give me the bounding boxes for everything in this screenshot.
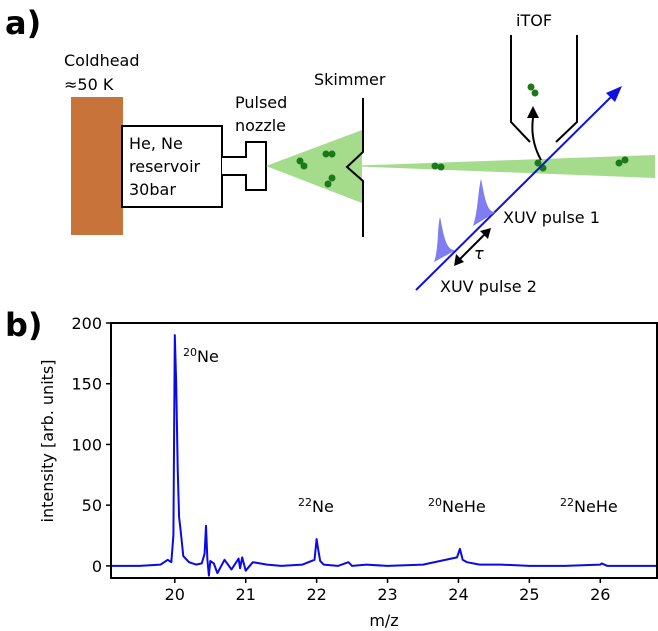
- x-tick-label-26: 26: [590, 585, 610, 604]
- peak-label-20nehe-text: NeHe: [442, 497, 486, 516]
- x-tick-label-21: 21: [236, 585, 256, 604]
- x-tick-label-24: 24: [448, 585, 468, 604]
- y-axis-label: intensity [arb. units]: [38, 360, 57, 523]
- pulse-2-label: XUV pulse 2: [440, 277, 537, 296]
- atom: [300, 162, 308, 170]
- pulsed-nozzle: [222, 141, 267, 191]
- molecular-beam: [345, 155, 655, 178]
- skimmer: [345, 98, 364, 237]
- reservoir-label-line1: He, Ne: [129, 134, 183, 153]
- atom: [531, 89, 539, 97]
- x-tick-label-23: 23: [377, 585, 397, 604]
- panel-b-label: b): [5, 306, 43, 344]
- panel-a-label: a): [5, 4, 41, 42]
- x-axis-label: m/z: [369, 611, 398, 630]
- peak-label-22nehe: 22NeHe: [560, 496, 618, 516]
- gas-expansion-cone: [266, 130, 362, 203]
- atom: [324, 180, 332, 188]
- xuv-pulse-1-shape: [473, 179, 496, 226]
- peak-label-22nehe-text: NeHe: [574, 497, 618, 516]
- peak-label-20nehe-sup: 20: [428, 496, 442, 509]
- xuv-pulse-2-shape: [434, 217, 456, 262]
- reservoir-label-line3: 30bar: [129, 180, 176, 199]
- atom: [296, 157, 304, 165]
- atom: [621, 156, 629, 164]
- y-tick-label-50: 50: [82, 496, 102, 515]
- atom: [534, 159, 542, 167]
- atom: [437, 163, 445, 171]
- itof-detector: [510, 35, 578, 143]
- peak-label-22ne-text: Ne: [312, 497, 334, 516]
- ion-trajectory-arrow: [531, 117, 542, 161]
- y-tick-label-200: 200: [71, 314, 102, 333]
- coldhead-label-line1: Coldhead: [64, 51, 140, 70]
- y-tick-label-100: 100: [71, 435, 102, 454]
- series-line-0: [111, 334, 657, 577]
- pulse-1-label: XUV pulse 1: [503, 208, 600, 227]
- y-tick-label-0: 0: [92, 557, 102, 576]
- itof-label: iTOF: [516, 11, 552, 30]
- atom: [328, 174, 336, 182]
- coldhead-block: [71, 97, 123, 235]
- atom: [328, 150, 336, 158]
- nozzle-label-line2: nozzle: [235, 116, 286, 135]
- x-tick-label-20: 20: [165, 585, 185, 604]
- peak-label-20nehe: 20NeHe: [428, 496, 486, 516]
- delay-arrowhead-2: [480, 228, 491, 239]
- spectrum-chart: 20 21 22 23 24 25 26 0 50 100 150 200: [71, 314, 658, 604]
- delay-arrow: [457, 232, 487, 262]
- peak-label-22nehe-sup: 22: [560, 496, 574, 509]
- skimmer-label: Skimmer: [314, 70, 386, 89]
- xuv-beam-line: [415, 93, 615, 291]
- atom: [527, 83, 535, 91]
- x-tick-label-22: 22: [306, 585, 326, 604]
- atom: [431, 162, 439, 170]
- peak-label-20ne-sup: 20: [183, 346, 197, 359]
- peak-label-20ne: 20Ne: [183, 346, 219, 366]
- xuv-beam-arrowhead: [606, 86, 622, 102]
- x-tick-label-25: 25: [519, 585, 539, 604]
- y-tick-label-150: 150: [71, 375, 102, 394]
- coldhead-label-line2: ≈50 K: [64, 75, 114, 94]
- ion-arrowhead: [527, 106, 539, 118]
- nozzle-label-line1: Pulsed: [235, 93, 287, 112]
- peak-label-22ne: 22Ne: [298, 496, 334, 516]
- delay-arrowhead-1: [454, 254, 464, 266]
- plot-frame: [110, 322, 658, 579]
- delay-label: τ: [474, 244, 484, 263]
- reservoir-box: [121, 125, 223, 208]
- atom: [615, 159, 623, 167]
- reservoir-label-line2: reservoir: [129, 157, 201, 176]
- atom: [322, 150, 330, 158]
- peak-label-22ne-sup: 22: [298, 496, 312, 509]
- peak-label-20ne-text: Ne: [197, 347, 219, 366]
